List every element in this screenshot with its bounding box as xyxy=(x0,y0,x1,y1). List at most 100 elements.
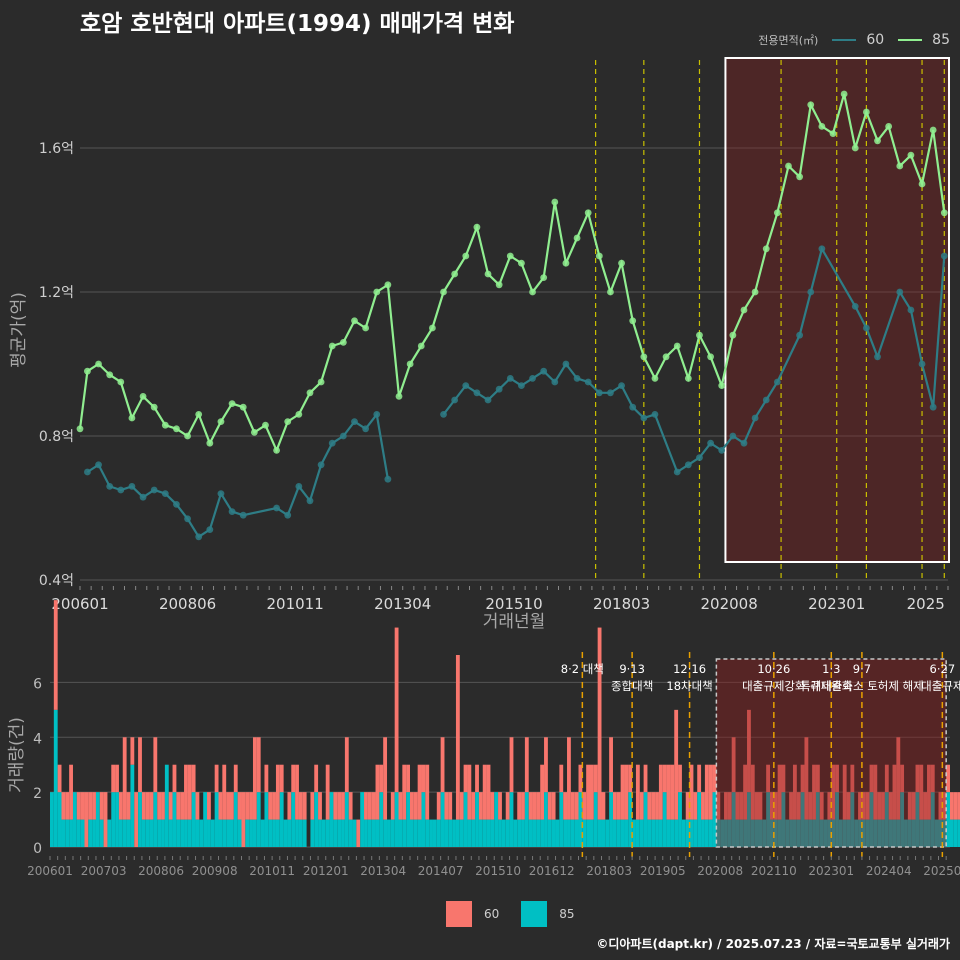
series-85-point xyxy=(562,259,570,267)
bar-60 xyxy=(620,764,625,820)
bar-60 xyxy=(325,764,330,820)
bar-60 xyxy=(76,792,81,820)
bar-60 xyxy=(394,627,399,793)
bar-85 xyxy=(632,819,636,847)
series-60-point xyxy=(851,303,859,310)
bar-60 xyxy=(770,792,774,820)
series-85-point xyxy=(851,144,859,152)
bar-85 xyxy=(57,792,62,847)
bar-85 xyxy=(559,792,564,847)
bar-60 xyxy=(957,792,960,820)
bar-60 xyxy=(754,792,759,820)
bar-60 xyxy=(214,764,219,793)
series-85-point xyxy=(406,360,414,368)
bar-60 xyxy=(651,792,656,820)
bar-85 xyxy=(383,819,388,847)
bar-60 xyxy=(570,792,575,820)
bar-85 xyxy=(498,819,502,847)
bar-85 xyxy=(911,819,916,847)
bar-85 xyxy=(915,792,920,847)
bar-60 xyxy=(796,792,801,820)
bar-85 xyxy=(367,819,372,847)
bar-60 xyxy=(406,764,410,793)
bottom-xtick-label: 200908 xyxy=(192,864,238,878)
bar-60 xyxy=(662,764,667,793)
bar-60 xyxy=(440,737,445,793)
series-85-point xyxy=(918,180,926,188)
bar-60 xyxy=(708,764,713,820)
bar-85 xyxy=(923,819,928,847)
bar-85 xyxy=(567,819,571,847)
policy-label: 10·26 xyxy=(757,662,790,676)
bar-85 xyxy=(758,819,763,847)
bar-85 xyxy=(302,819,307,847)
bar-85 xyxy=(517,819,522,847)
bar-85 xyxy=(842,819,847,847)
bar-60 xyxy=(536,792,541,820)
bar-85 xyxy=(838,819,843,847)
bar-60 xyxy=(122,737,127,820)
bottom-xtick-label: 200806 xyxy=(138,864,184,878)
bar-85 xyxy=(670,819,675,847)
series-85-point xyxy=(929,126,937,134)
bar-60 xyxy=(808,792,813,820)
series-85-point xyxy=(250,429,258,436)
series-60-point xyxy=(373,411,381,418)
bar-60 xyxy=(111,764,116,793)
bar-60 xyxy=(950,792,954,820)
bar-85 xyxy=(720,819,725,847)
bar-60 xyxy=(218,792,223,820)
bar-60 xyxy=(390,792,395,820)
series-60-point xyxy=(673,468,681,476)
bar-85 xyxy=(773,819,778,847)
series-60-point xyxy=(84,468,91,476)
series-60-point xyxy=(484,396,492,404)
bar-85 xyxy=(207,819,211,847)
bar-60 xyxy=(524,737,529,793)
bar-85 xyxy=(877,819,882,847)
bar-85 xyxy=(551,819,556,847)
bar-85 xyxy=(827,819,832,847)
bar-85 xyxy=(195,819,200,847)
bar-60 xyxy=(268,792,273,820)
bar-85 xyxy=(777,819,782,847)
bar-60 xyxy=(601,792,606,820)
bar-85 xyxy=(819,819,824,847)
series-85-point xyxy=(373,288,381,296)
bar-85 xyxy=(444,819,449,847)
bar-60 xyxy=(789,792,793,820)
bar-85 xyxy=(164,764,169,847)
bar-60 xyxy=(417,764,422,820)
bar-85 xyxy=(252,819,257,847)
series-85-point xyxy=(773,209,781,217)
top-xtick-label: 201803 xyxy=(593,595,650,613)
bar-85 xyxy=(658,819,663,847)
series-60-point xyxy=(173,501,180,508)
bar-60 xyxy=(766,764,770,793)
legend-bar85-label: 85 xyxy=(559,907,575,921)
bar-60 xyxy=(819,792,824,820)
bar-60 xyxy=(356,819,361,847)
series-60-point xyxy=(640,414,648,422)
bar-85 xyxy=(544,792,548,847)
bar-85 xyxy=(494,792,499,847)
bar-60 xyxy=(804,737,809,820)
series-85-point xyxy=(540,274,548,281)
bar-85 xyxy=(141,819,146,847)
series-85-point xyxy=(840,90,848,98)
bottom-ytick-label: 2 xyxy=(33,786,42,802)
bar-85 xyxy=(467,819,472,847)
bar-85 xyxy=(490,819,495,847)
bar-85 xyxy=(854,819,859,847)
bar-85 xyxy=(379,792,384,847)
bar-60 xyxy=(670,764,675,820)
bar-85 xyxy=(122,819,127,847)
bar-60 xyxy=(731,737,736,793)
bar-60 xyxy=(410,792,414,820)
series-85-point xyxy=(573,234,581,242)
bar-85 xyxy=(739,819,744,847)
bar-85 xyxy=(808,819,813,847)
bar-60 xyxy=(463,764,468,793)
series-60-point xyxy=(128,483,136,490)
series-60-point xyxy=(317,461,325,469)
